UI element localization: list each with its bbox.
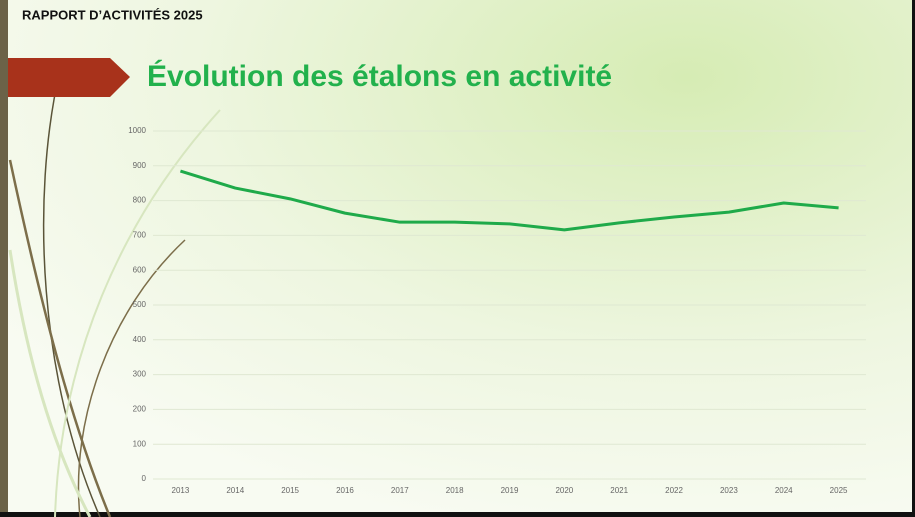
x-tick-label: 2015 [281,486,299,495]
y-tick-label: 0 [142,474,147,483]
right-border [912,0,915,517]
left-strip [0,0,8,517]
x-tick-label: 2020 [555,486,573,495]
decor-curves [8,69,221,517]
curve [42,69,101,517]
x-tick-label: 2024 [775,486,793,495]
curve [8,249,92,517]
y-tick-label: 200 [133,405,147,414]
y-tick-label: 1000 [128,126,146,135]
y-tick-label: 300 [133,370,147,379]
chart-title: Évolution des étalons en activité [147,59,612,93]
y-tick-label: 400 [133,335,147,344]
x-tick-label: 2021 [610,486,628,495]
y-tick-label: 800 [133,196,147,205]
bottom-border [0,512,915,517]
x-tick-label: 2019 [501,486,519,495]
header-title: RAPPORT D’ACTIVITÉS 2025 [22,7,203,22]
x-tick-label: 2017 [391,486,409,495]
x-tick-label: 2022 [665,486,683,495]
y-tick-label: 100 [133,439,147,448]
x-tick-label: 2023 [720,486,738,495]
x-tick-label: 2014 [226,486,244,495]
x-tick-label: 2025 [830,486,848,495]
curve [8,159,112,517]
data-line [179,169,839,232]
y-tick-label: 500 [133,300,147,309]
y-tick-label: 900 [133,161,147,170]
y-tick-label: 600 [133,265,147,274]
x-tick-label: 2018 [446,486,464,495]
y-tick-label: 700 [133,231,147,240]
curve [77,239,186,517]
x-tick-label: 2013 [172,486,190,495]
x-tick-label: 2016 [336,486,354,495]
title-arrow [8,58,130,97]
